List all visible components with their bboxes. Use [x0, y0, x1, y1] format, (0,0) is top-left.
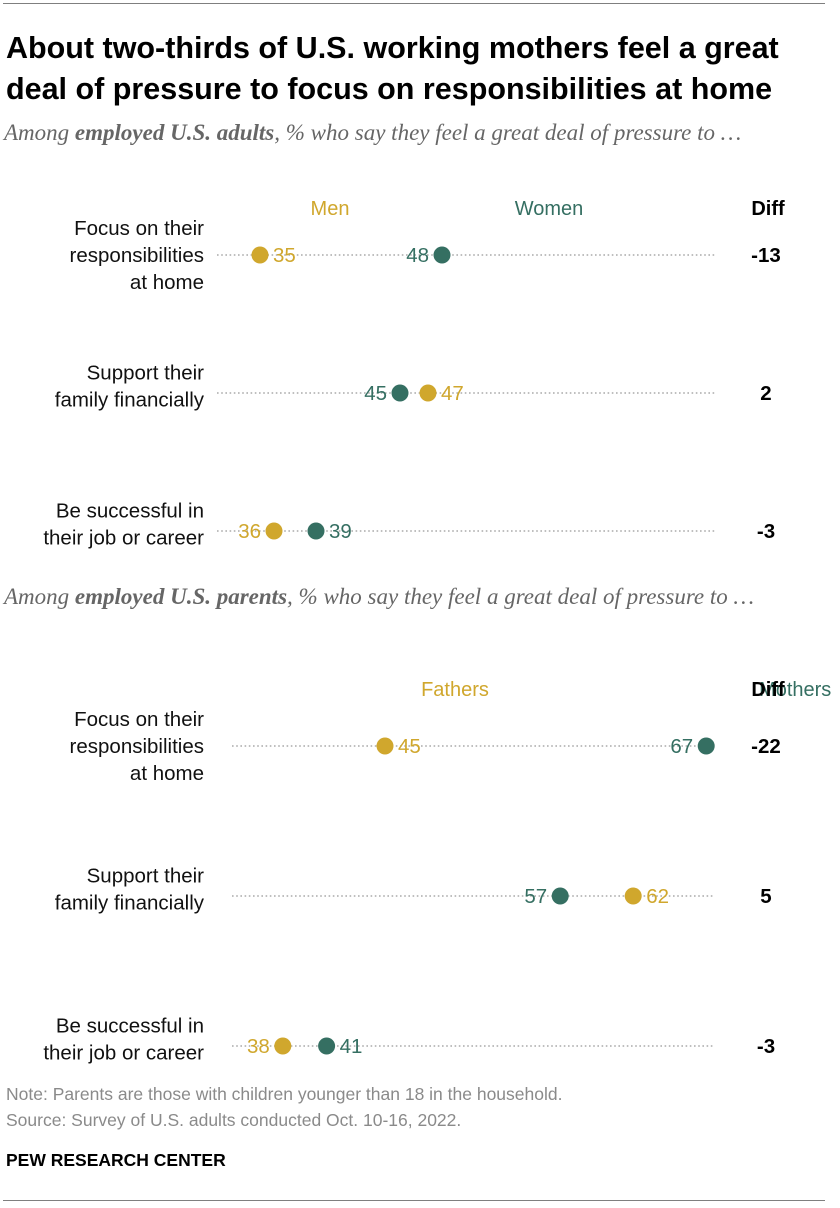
dot-fathers [376, 737, 394, 755]
row-label: Focus on their [74, 708, 204, 731]
legend-diff: Diff [751, 679, 785, 701]
dot-mothers [318, 1037, 336, 1055]
value-label-men: 35 [273, 244, 296, 267]
legend-fathers: Fathers [421, 679, 489, 701]
bottom-rule [3, 1200, 825, 1201]
row-label: family financially [55, 892, 205, 915]
dot-women [433, 246, 451, 264]
diff-value: 2 [760, 382, 771, 405]
row-label: responsibilities [70, 735, 204, 758]
chart-title: About two-thirds of U.S. working mothers… [6, 31, 779, 106]
row-label: their job or career [43, 1042, 204, 1065]
value-label-mothers: 57 [524, 885, 547, 908]
dot-fathers [274, 1037, 292, 1055]
dot-women [307, 522, 325, 540]
value-label-women: 39 [329, 520, 352, 543]
subtitle-adults: Among employed U.S. adults, % who say th… [4, 120, 742, 145]
value-label-mothers: 67 [670, 735, 693, 758]
value-label-mothers: 41 [340, 1035, 363, 1058]
row-label: at home [130, 271, 204, 294]
row-label: Support their [87, 362, 205, 385]
row-label: Be successful in [56, 500, 204, 523]
value-label-men: 47 [441, 382, 464, 405]
dot-men [251, 246, 269, 264]
row-label: Be successful in [56, 1015, 204, 1038]
value-label-men: 36 [238, 520, 261, 543]
value-label-women: 48 [406, 244, 429, 267]
row-label: their job or career [43, 527, 204, 550]
dot-fathers [624, 887, 642, 905]
value-label-women: 45 [364, 382, 387, 405]
dot-men [265, 522, 283, 540]
value-label-fathers: 62 [646, 885, 669, 908]
legend-diff: Diff [751, 198, 785, 220]
value-label-fathers: 38 [247, 1035, 270, 1058]
legend-men: Men [311, 198, 350, 220]
legend-women: Women [515, 198, 584, 220]
dot-mothers [697, 737, 715, 755]
row-label: family financially [55, 389, 205, 412]
diff-value: 5 [760, 885, 771, 908]
row-label: Focus on their [74, 217, 204, 240]
row-label: Support their [87, 865, 205, 888]
legend-mothers: Mothers [759, 679, 831, 701]
diff-value: -22 [751, 735, 781, 758]
value-label-fathers: 45 [398, 735, 421, 758]
diff-value: -3 [757, 520, 775, 543]
top-rule [3, 3, 825, 4]
subtitle-parents: Among employed U.S. parents, % who say t… [4, 584, 754, 609]
brand: PEW RESEARCH CENTER [6, 1150, 226, 1170]
source: Source: Survey of U.S. adults conducted … [6, 1110, 462, 1130]
note: Note: Parents are those with children yo… [6, 1084, 563, 1104]
diff-value: -13 [751, 244, 781, 267]
dot-men [419, 384, 437, 402]
dot-women [391, 384, 409, 402]
diff-value: -3 [757, 1035, 775, 1058]
row-label: at home [130, 762, 204, 785]
dot-mothers [551, 887, 569, 905]
row-label: responsibilities [70, 244, 204, 267]
